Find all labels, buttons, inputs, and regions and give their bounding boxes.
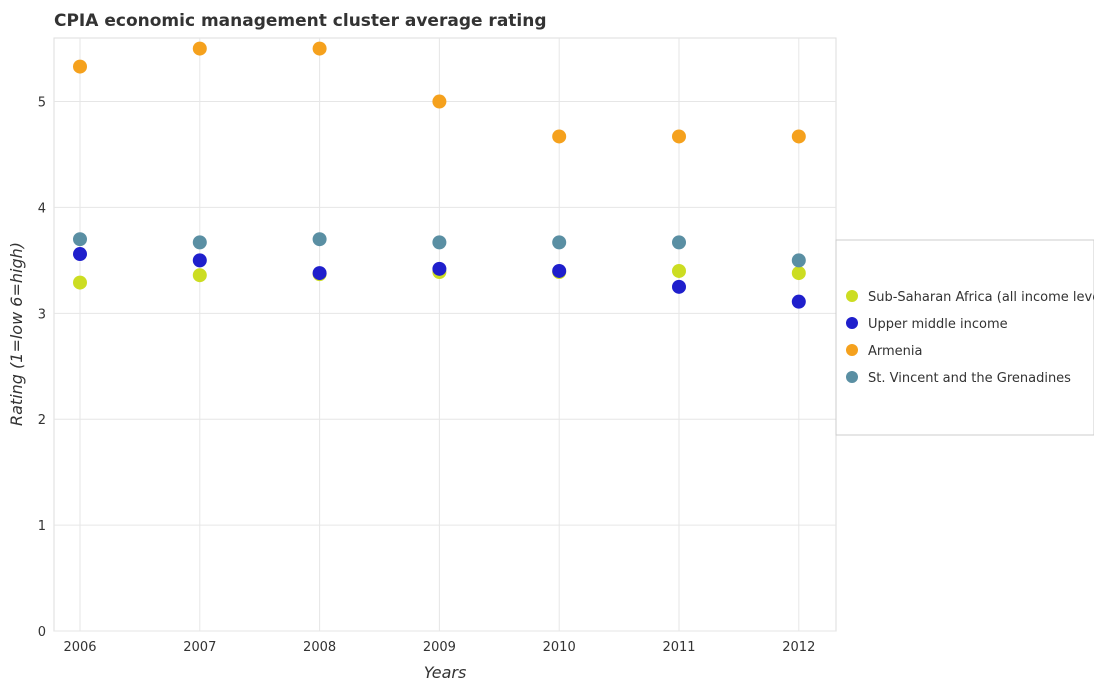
data-point-series-2: [432, 94, 447, 109]
data-point-series-1: [791, 294, 806, 309]
x-tick-label: 2011: [662, 640, 695, 655]
legend-label: Armenia: [868, 344, 923, 359]
legend-marker: [846, 344, 858, 356]
data-point-series-0: [672, 263, 686, 278]
data-point-series-2: [552, 129, 567, 144]
legend-marker: [846, 290, 858, 302]
data-point-series-2: [192, 41, 207, 56]
data-point-series-3: [73, 232, 87, 247]
data-point-series-3: [791, 253, 806, 268]
x-tick-label: 2010: [543, 640, 576, 655]
x-tick-label: 2012: [782, 640, 815, 655]
x-tick-label: 2007: [183, 640, 216, 655]
x-tick-label: 2009: [423, 640, 456, 655]
y-tick-label: 5: [38, 96, 46, 111]
data-point-series-0: [192, 268, 207, 283]
y-axis-label: Rating (1=low 6=high): [7, 242, 26, 426]
data-point-series-1: [192, 253, 207, 268]
x-axis-label: Years: [424, 663, 467, 682]
y-axis-ticks: 0 1 2 3 4 5: [38, 96, 46, 640]
y-tick-label: 2: [38, 413, 46, 428]
x-axis-ticks: 2006 2007 2008 2009 2010 2011 2012: [63, 640, 815, 655]
data-point-series-2: [791, 129, 806, 144]
data-point-series-1: [552, 263, 567, 278]
data-points: [73, 41, 806, 309]
data-point-series-0: [791, 266, 806, 281]
legend-label: St. Vincent and the Grenadines: [868, 371, 1071, 386]
data-point-series-3: [312, 232, 327, 247]
data-point-series-1: [672, 279, 686, 294]
legend-label: Sub-Saharan Africa (all income levels): [868, 290, 1094, 305]
legend-marker: [846, 317, 858, 329]
legend: Sub-Saharan Africa (all income levels) Up…: [835, 239, 1094, 436]
y-tick-label: 3: [38, 307, 46, 322]
x-tick-label: 2008: [303, 640, 336, 655]
plot-area: [53, 37, 837, 632]
legend-box: [835, 239, 1094, 436]
data-point-series-2: [312, 41, 327, 56]
data-point-series-3: [192, 235, 207, 250]
y-tick-label: 1: [38, 519, 46, 534]
x-tick-label: 2006: [63, 640, 96, 655]
data-point-series-1: [432, 261, 447, 276]
chart-title: CPIA economic management cluster average…: [54, 11, 547, 31]
data-point-series-2: [672, 129, 686, 144]
legend-label: Upper middle income: [868, 317, 1008, 332]
data-point-series-1: [73, 247, 87, 262]
data-point-series-3: [432, 235, 447, 250]
data-point-series-0: [73, 275, 87, 290]
y-tick-label: 4: [38, 201, 46, 216]
data-point-series-3: [552, 235, 567, 250]
legend-marker: [846, 371, 858, 383]
data-point-series-2: [73, 59, 87, 74]
data-point-series-1: [312, 266, 327, 281]
y-tick-label: 0: [38, 625, 46, 640]
data-point-series-3: [672, 235, 686, 250]
